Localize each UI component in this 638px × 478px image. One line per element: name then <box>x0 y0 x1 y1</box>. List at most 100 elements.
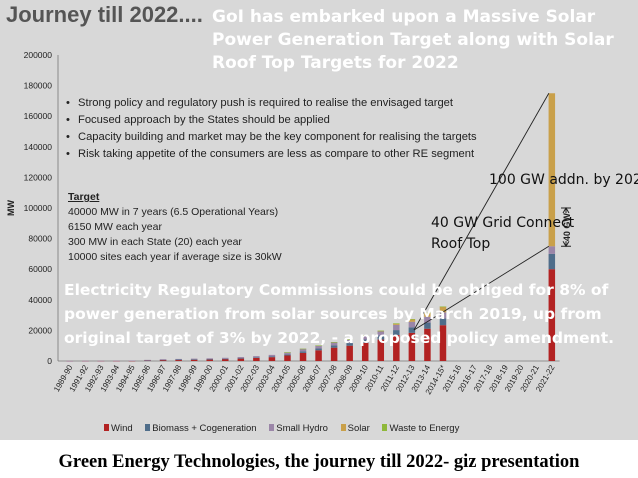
bar-segment <box>66 360 74 362</box>
bar-segment <box>253 356 260 358</box>
bar-segment <box>159 359 167 361</box>
bar-segment <box>315 345 322 349</box>
bar-segment <box>424 322 431 329</box>
bar-segment <box>346 343 353 346</box>
bar-segment <box>330 347 338 361</box>
bar-segment <box>408 319 416 322</box>
bar-segment <box>361 335 369 340</box>
legend-item-wind: Wind <box>104 423 133 434</box>
bar-segment <box>268 356 276 358</box>
legend-swatch <box>382 424 388 431</box>
bar-segment <box>206 359 213 360</box>
bar-segment <box>175 359 182 361</box>
target-line: 10000 sites each year if average size is… <box>68 251 282 263</box>
bar-segment <box>268 354 276 357</box>
bar-segment <box>377 335 385 340</box>
bar-segment <box>377 339 385 361</box>
bar-segment <box>315 350 322 361</box>
annotation-100gw: 100 GW addn. by 2022 <box>489 172 638 188</box>
slide-caption: Green Energy Technologies, the journey t… <box>58 452 580 472</box>
bar-segment <box>299 352 307 361</box>
bullet-item: Focused approach by the States should be… <box>66 112 477 129</box>
bar-segment <box>408 332 416 361</box>
slide-title: Journey till 2022.... <box>6 2 203 27</box>
legend-swatch <box>340 424 346 431</box>
bar-segment <box>408 321 416 328</box>
bar-segment <box>299 348 307 350</box>
y-tick-label: 160000 <box>24 111 53 121</box>
headline-line: GoI has embarked upon a Massive Solar <box>212 7 596 27</box>
bar-segment <box>175 359 182 361</box>
legend-swatch <box>145 424 151 431</box>
bar-segment <box>548 253 556 270</box>
legend-label: Wind <box>111 423 133 434</box>
y-tick-label: 100000 <box>24 203 53 213</box>
overlay-line: power generation from solar sources by M… <box>64 305 602 323</box>
annotation-roof-top: Roof Top <box>431 236 491 252</box>
bar-segment <box>268 357 276 361</box>
headline-line: Power Generation Target along with Solar <box>212 30 614 50</box>
stacked-bar-chart: MW 0 20000 40000 60000 80000 100000 120000 14000… <box>6 50 572 396</box>
bar-segment <box>346 345 353 361</box>
y-tick-label: 120000 <box>24 172 53 182</box>
bar-segment <box>393 323 400 324</box>
callout-line-100gw <box>413 93 550 331</box>
bar-segment <box>206 359 213 361</box>
bar-segment <box>222 358 229 360</box>
bar-segment <box>284 352 291 353</box>
headline: GoI has embarked upon a Massive Solar Po… <box>212 6 632 75</box>
legend-item-small-hydro: Small Hydro <box>269 423 328 434</box>
bar-segment <box>424 328 431 361</box>
bracket-arrow-down <box>562 240 570 248</box>
bar-segment <box>548 269 556 361</box>
policy-overlay-text: Electricity Regulatory Commissions could… <box>64 278 624 350</box>
bar-segment <box>408 319 416 320</box>
y-tick-label: 20000 <box>28 325 52 335</box>
legend-item-solar: Solar <box>340 423 370 434</box>
bar-segment <box>393 334 400 361</box>
headline-line: Roof Top Targets for 2022 <box>212 53 459 73</box>
bar-segment <box>439 318 447 326</box>
bullet-item: Strong policy and regulatory push is req… <box>66 95 477 112</box>
bar-segment <box>377 330 385 336</box>
y-tick-label: 80000 <box>28 234 52 244</box>
bar-segment <box>222 357 229 359</box>
y-axis-label: MW <box>6 200 16 216</box>
bar-segment <box>393 324 400 331</box>
bar-segment <box>82 360 89 362</box>
legend-label: Solar <box>347 423 370 434</box>
bar-segment <box>237 357 245 359</box>
bar-segment <box>237 358 245 361</box>
target-line: 300 MW in each State (20) each year <box>68 236 242 248</box>
legend-label: Waste to Energy <box>389 423 460 434</box>
bar-segment <box>315 348 322 351</box>
bar-segment <box>377 330 385 332</box>
bar-segment <box>97 360 105 362</box>
bar-segment <box>159 359 167 360</box>
bar-segment <box>159 359 167 361</box>
bar-segment <box>190 359 198 361</box>
overlay-line: original target of 3% by 2022, - a propo… <box>64 329 615 347</box>
legend-swatch <box>104 424 109 431</box>
bar-segment <box>548 93 556 247</box>
bar-segment <box>206 358 213 360</box>
bar-segment <box>284 355 291 361</box>
legend-item-waste: Waste to Energy <box>382 423 459 434</box>
bar-segment <box>439 306 447 308</box>
bar-segment <box>439 306 447 313</box>
legend-label: Biomass + Cogeneration <box>152 423 257 434</box>
bar-segment <box>113 360 120 362</box>
bar-segment <box>330 345 338 348</box>
bar-segment <box>330 342 338 346</box>
bar-segment <box>144 360 151 361</box>
bar-segment <box>346 339 353 344</box>
bar-segment <box>424 316 431 323</box>
slide-background <box>0 0 638 440</box>
bar-segment <box>408 327 416 333</box>
y-tick-label: 140000 <box>24 142 53 152</box>
bracket-label-bg <box>561 213 571 242</box>
legend-swatch <box>269 424 275 431</box>
bracket-arrow-up <box>562 207 570 214</box>
bullet-item: Capacity building and market may be the … <box>66 129 477 146</box>
bar-segment <box>190 359 198 360</box>
